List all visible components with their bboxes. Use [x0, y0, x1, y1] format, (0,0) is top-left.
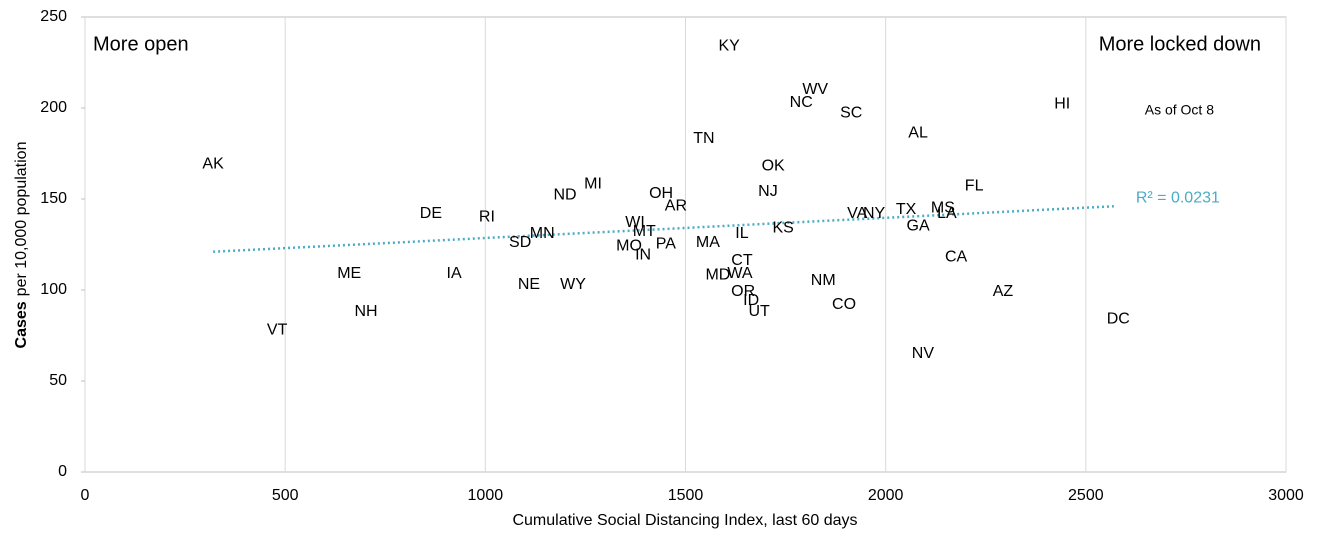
- annotation: More open: [93, 33, 189, 55]
- point-label: IL: [735, 225, 748, 242]
- point-label: WV: [802, 81, 828, 98]
- y-axis-label-rest: per 10,000 population: [13, 142, 30, 297]
- point-label: NH: [354, 303, 377, 320]
- point-label: OH: [649, 185, 673, 202]
- y-tick-label: 200: [40, 99, 67, 116]
- point-label: VT: [267, 321, 288, 338]
- point-label: ID: [743, 292, 759, 309]
- point-label: CO: [832, 296, 856, 313]
- point-label: NY: [863, 205, 886, 222]
- point-label: DC: [1107, 310, 1130, 327]
- y-tick-label: 150: [40, 190, 67, 207]
- point-label: LA: [937, 205, 957, 222]
- point-label: TX: [896, 201, 917, 218]
- point-label: NE: [518, 276, 540, 293]
- trendline-label: R² = 0.0231: [1136, 189, 1220, 206]
- point-label: NJ: [758, 183, 778, 200]
- point-label: UT: [748, 303, 770, 320]
- annotation: More locked down: [1099, 33, 1261, 55]
- point-label: MN: [530, 225, 555, 242]
- point-label: WA: [727, 265, 753, 282]
- x-axis-label: Cumulative Social Distancing Index, last…: [512, 512, 857, 529]
- point-label: AR: [665, 197, 687, 214]
- x-tick-label: 0: [81, 487, 90, 504]
- point-label: NC: [790, 94, 813, 111]
- point-label: MS: [931, 199, 955, 216]
- point-label: PA: [656, 236, 676, 253]
- point-label: VA: [847, 205, 867, 222]
- point-label: MD: [705, 267, 730, 284]
- point-label: NM: [811, 272, 836, 289]
- x-tick-label: 2500: [1068, 487, 1104, 504]
- point-label: ND: [553, 187, 576, 204]
- point-label: WY: [560, 276, 586, 293]
- point-label: CT: [731, 252, 753, 269]
- y-axis-label-bold: Cases: [13, 301, 30, 348]
- point-label: TN: [693, 130, 714, 147]
- point-label: HI: [1054, 96, 1070, 113]
- point-label: OK: [762, 157, 785, 174]
- y-tick-label: 250: [40, 8, 67, 25]
- point-label: CA: [945, 248, 968, 265]
- y-tick-label: 0: [58, 463, 67, 480]
- point-label: OR: [731, 283, 755, 300]
- point-label: SD: [509, 234, 531, 251]
- point-label: KS: [773, 219, 794, 236]
- point-label: FL: [965, 177, 984, 194]
- y-tick-label: 100: [40, 281, 67, 298]
- point-label: DE: [420, 205, 442, 222]
- point-label: ME: [337, 265, 361, 282]
- point-label: SC: [840, 105, 862, 122]
- x-tick-label: 500: [272, 487, 299, 504]
- point-label: IN: [635, 247, 651, 264]
- y-axis-label: Cases per 10,000 population: [13, 142, 30, 349]
- point-label: MO: [616, 238, 642, 255]
- point-label: MA: [696, 234, 720, 251]
- trendline: [213, 205, 1114, 254]
- point-label: IA: [447, 265, 462, 282]
- y-tick-label: 50: [49, 372, 67, 389]
- point-label: AK: [202, 156, 224, 173]
- point-label: MI: [584, 176, 602, 193]
- point-label: RI: [479, 208, 495, 225]
- x-tick-label: 1000: [468, 487, 504, 504]
- x-tick-label: 2000: [868, 487, 904, 504]
- point-label: GA: [907, 218, 930, 235]
- point-label: AL: [908, 125, 928, 142]
- point-label: WI: [625, 214, 645, 231]
- point-label: KY: [718, 37, 740, 54]
- x-tick-label: 1500: [668, 487, 704, 504]
- point-label: NV: [912, 345, 935, 362]
- annotation: As of Oct 8: [1145, 102, 1214, 118]
- point-label: AZ: [993, 283, 1014, 300]
- x-tick-label: 3000: [1268, 487, 1304, 504]
- point-label: MT: [633, 223, 656, 240]
